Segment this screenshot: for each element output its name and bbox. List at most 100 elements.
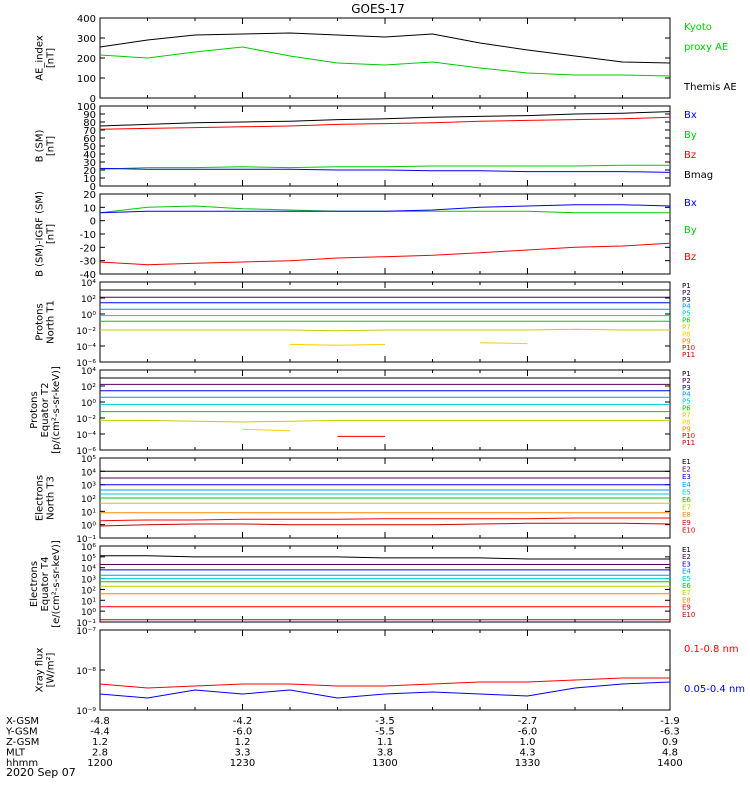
series-0-05-0-4-nm [99,681,671,699]
legend-entry: Themis AE [683,82,737,93]
y-tick-label: -20 [80,243,96,254]
legend-entry: E1 [682,546,691,554]
legend-entry: E6 [682,496,691,504]
legend-entry: Bx [684,110,697,121]
legend-entry: P4 [682,391,691,399]
y-tick-label: 10⁻¹ [76,619,96,629]
y-tick-label: 10⁰ [81,399,96,409]
y-tick-label: -10 [80,230,96,241]
footer-value: 1300 [372,758,397,769]
legend-entry: P2 [682,289,691,297]
y-tick-label: -30 [80,257,96,268]
panel-ae: 0 100 200 300 400 AE_index [nT] Kyoto proxy AE Th… [35,14,737,105]
series-p7 [100,419,670,423]
legend-entry: Bx [684,198,697,209]
y-axis-label: Electrons [29,561,40,607]
legend-entry: E7 [682,504,691,512]
y-tick-label: 0 [90,182,96,193]
y-tick-label: 0 [90,217,96,228]
legend-entry: E6 [682,582,691,590]
y-tick-label: 20 [83,190,96,201]
series-0-1-0-8-nm [99,677,670,689]
y-tick-label: 10¹ [81,597,96,607]
y-tick-label: 80 [83,118,96,129]
panel-frame [99,105,671,187]
legend-entry: P10 [682,432,695,440]
panel-pt2: 10⁻⁶ 10⁻⁴ 10⁻² 10⁰ 10² 10⁴ Protons Equator T2 [p… [29,366,695,457]
y-tick-label: 10² [81,586,96,596]
y-tick-label: 10⁰ [81,522,96,532]
legend-entry: P8 [682,418,691,426]
legend-entry: P9 [682,337,691,345]
y-axis-label: Protons [35,303,46,340]
date-label: 2020 Sep 07 [6,766,76,779]
y-tick-label: 70 [83,126,96,137]
panel-frame [99,281,671,363]
legend-entry: P11 [682,439,695,447]
footer-value: -4.8 [90,716,110,727]
y-tick-label: 10⁴ [81,565,96,575]
legend-entry: Kyoto [684,22,712,33]
legend-entry: P3 [682,384,691,392]
legend-entry: 0.05-0.4 nm [684,684,745,695]
y-axis-label: B (SM)-IGRF (SM) [35,191,46,277]
y-tick-label: 10⁵ [81,554,96,564]
y-tick-label: 10⁵ [81,455,96,465]
legend-entry: P4 [682,303,691,311]
y-tick-label: 10³ [81,576,96,586]
legend-entry: 0.1-0.8 nm [684,644,739,655]
y-tick-label: 10¹ [81,508,96,518]
footer-row-label: Z-GSM [6,737,39,748]
y-tick-label: 10⁻² [76,415,96,425]
footer-value: 1.0 [520,737,536,748]
y-tick-label: 10⁻⁴ [76,431,96,441]
legend-entry: P1 [682,282,691,290]
panel-pt1: 10⁻⁶ 10⁻⁴ 10⁻² 10⁰ 10² 10⁴ Protons North T1 P1P2… [35,279,696,369]
chart-title: GOES-17 [351,2,405,16]
y-tick-label: 10³ [81,482,96,492]
y-tick-label: 90 [83,110,96,121]
series-e9 [99,517,670,522]
legend-entry: By [684,225,697,236]
legend-entry: proxy AE [684,42,728,53]
panel-et3: 10⁻¹ 10⁰ 10¹ 10² 10³ 10⁴ 10⁵ Electrons North T3 E… [35,455,696,545]
footer-value: -4.2 [233,716,253,727]
y-tick-label: 10⁴ [81,279,96,289]
legend-entry: By [684,130,697,141]
legend-entry: P5 [682,310,691,318]
y-axis-label: North T3 [46,476,57,520]
legend-entry: E3 [682,560,691,568]
y-tick-label: 10² [81,383,96,393]
legend-entry: E5 [682,575,691,583]
y-tick-label: 0 [90,94,96,105]
legend-entry: E3 [682,473,691,481]
legend-entry: E4 [682,568,691,576]
y-tick-label: 10⁴ [81,468,96,478]
y-tick-label: -40 [80,270,96,281]
legend-entry: P1 [682,370,691,378]
legend-entry: E1 [682,458,691,466]
y-tick-label: 10⁰ [81,608,96,618]
y-axis-label: [p/(cm²-s-sr-keV)] [51,366,62,454]
footer-value: 1400 [657,758,682,769]
y-tick-label: 10⁻⁴ [76,343,96,353]
footer-value: -6.0 [518,727,538,738]
footer-value: -3.5 [375,716,395,727]
y-tick-label: 10⁻² [76,327,96,337]
y-tick-label: 10² [81,495,96,505]
series-e1 [100,555,670,560]
y-tick-label: 10⁻⁷ [76,627,96,637]
y-axis-label: Xray flux [35,648,46,693]
series-by [99,164,670,170]
legend-entry: P7 [682,323,691,331]
y-axis-label: [nT] [46,136,57,156]
y-axis-label: B (SM) [35,129,46,162]
footer-row-label: hhmm [6,758,38,769]
series-p7 [100,328,670,332]
y-axis-label: [nT] [46,48,57,68]
y-tick-label: 50 [83,142,96,153]
legend-entry: Bmag [684,170,713,181]
footer-value: 1.2 [235,737,251,748]
